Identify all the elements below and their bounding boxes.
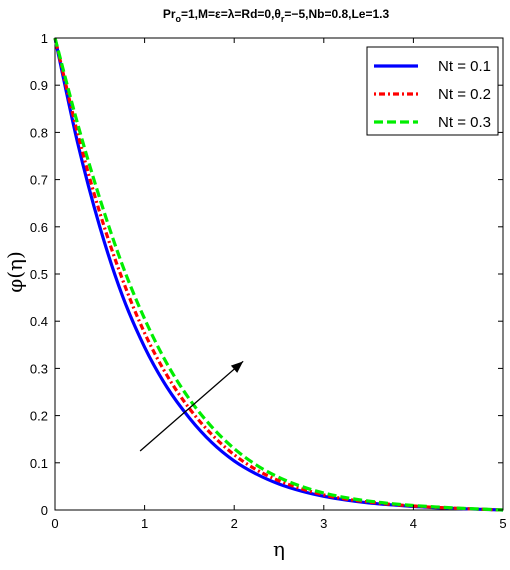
- axis-ticks: 0 1 2 3 4 5 0 0.1 0.2 0.3 0.4 0.5 0.6 0.7 0.8 0.9 1: [30, 31, 507, 531]
- x-tick-label: 0: [51, 516, 58, 531]
- legend: Nt = 0.1 Nt = 0.2 Nt = 0.3: [366, 46, 499, 136]
- x-tick-label: 3: [320, 516, 327, 531]
- y-tick-label: 1: [41, 31, 48, 46]
- y-tick-label: 0.2: [30, 409, 48, 424]
- arrow-head: [230, 361, 244, 373]
- series-line-2: [53, 37, 504, 512]
- trend-arrow: [139, 360, 244, 452]
- chart-title: Pro=1,M=ε=λ=Rd=0,θr=−5,Nb=0.8,Le=1.3: [163, 7, 390, 24]
- y-tick-label: 0.8: [30, 125, 48, 140]
- y-axis-label: φ(η): [3, 251, 27, 293]
- title-part-3: =−5,Nb=0.8,Le=1.3: [284, 7, 389, 21]
- legend-box: [366, 46, 499, 136]
- title-sub-1: o: [176, 14, 182, 24]
- title-part-1: Pr: [163, 7, 176, 21]
- y-tick-label: 0.7: [30, 173, 48, 188]
- data-series: [53, 37, 504, 512]
- y-tick-label: 0.3: [30, 361, 48, 376]
- legend-label-2: Nt = 0.2: [438, 86, 491, 103]
- x-tick-label: 2: [231, 516, 238, 531]
- y-tick-label: 0.9: [30, 78, 48, 93]
- y-tick-label: 0: [41, 503, 48, 518]
- x-tick-label: 4: [410, 516, 417, 531]
- arrow-shaft: [139, 360, 244, 452]
- series-line-3: [53, 37, 504, 512]
- x-axis-label: η: [273, 537, 285, 561]
- y-tick-label: 0.1: [30, 456, 48, 471]
- y-tick-label: 0.6: [30, 220, 48, 235]
- x-tick-label: 1: [141, 516, 148, 531]
- x-tick-label: 5: [499, 516, 506, 531]
- legend-label-3: Nt = 0.3: [438, 114, 491, 131]
- title-part-2: =1,M=ε=λ=Rd=0,θ: [181, 7, 281, 21]
- y-tick-label: 0.4: [30, 314, 48, 329]
- title-sub-2: r: [281, 14, 285, 24]
- legend-label-1: Nt = 0.1: [438, 58, 491, 75]
- y-tick-label: 0.5: [30, 267, 48, 282]
